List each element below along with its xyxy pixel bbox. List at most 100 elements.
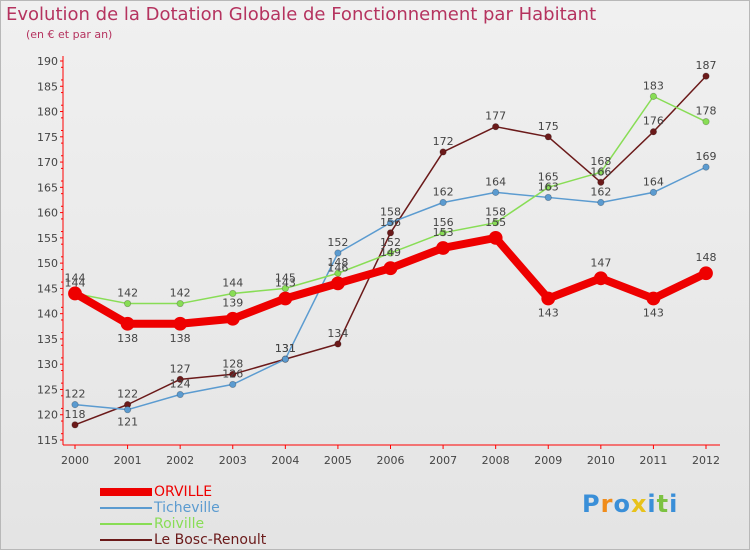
data-label: 152 (380, 236, 401, 249)
logo-letter: r (600, 490, 614, 518)
data-label: 164 (643, 175, 664, 188)
y-tick-label: 180 (37, 106, 58, 119)
data-point (68, 286, 82, 301)
data-point (229, 289, 237, 298)
data-label: 145 (275, 271, 296, 284)
logo-letter: t (656, 490, 670, 518)
data-label: 142 (170, 287, 191, 300)
data-label: 183 (643, 79, 664, 92)
logo-letter: i (647, 490, 657, 518)
y-tick-label: 155 (37, 232, 58, 245)
data-point (597, 178, 605, 186)
legend-item-roiville: Roiville (100, 516, 340, 532)
data-label: 142 (117, 287, 138, 300)
data-point (544, 133, 552, 141)
data-label: 169 (696, 150, 717, 163)
data-label: 163 (538, 180, 559, 193)
data-label: 124 (170, 378, 191, 391)
data-label: 139 (222, 297, 243, 310)
data-label: 127 (170, 362, 191, 375)
data-label: 153 (433, 226, 454, 239)
data-point (229, 370, 237, 378)
data-point (699, 266, 713, 281)
chart-title: Evolution de la Dotation Globale de Fonc… (6, 4, 597, 25)
data-label: 166 (590, 165, 611, 178)
data-point (492, 188, 500, 196)
x-tick-label: 2007 (429, 454, 457, 467)
logo-letter: i (669, 490, 679, 518)
data-label: 143 (275, 277, 296, 290)
data-label: 158 (380, 206, 401, 219)
legend-item-orville: ORVILLE (100, 484, 340, 500)
x-tick-label: 2005 (324, 454, 352, 467)
data-label: 131 (275, 342, 296, 355)
data-label: 143 (538, 307, 559, 320)
data-label: 164 (485, 175, 506, 188)
data-point (488, 230, 503, 245)
legend-label-ticheville: Ticheville (154, 500, 220, 516)
legend-label-le-bosc-renoult: Le Bosc-Renoult (154, 532, 267, 548)
data-label: 168 (590, 155, 611, 168)
data-point (281, 355, 289, 363)
data-point (331, 276, 345, 291)
legend-label-roiville: Roiville (154, 516, 205, 532)
data-point (702, 163, 710, 171)
x-tick-label: 2012 (692, 454, 720, 467)
data-label: 148 (696, 251, 717, 264)
data-label: 128 (222, 357, 243, 370)
data-label: 148 (327, 256, 348, 269)
x-tick-label: 2001 (114, 454, 142, 467)
data-point (225, 311, 240, 326)
data-point (334, 340, 342, 348)
x-tick-label: 2003 (219, 454, 247, 467)
data-point (386, 229, 395, 237)
y-tick-label: 135 (37, 333, 58, 346)
data-label: 138 (170, 332, 191, 345)
y-tick-label: 140 (37, 308, 58, 321)
data-label: 144 (222, 276, 243, 289)
proxiti-logo: Proxiti (582, 490, 678, 518)
y-tick-label: 165 (37, 181, 58, 194)
data-label: 118 (65, 408, 86, 421)
data-label: 126 (222, 367, 243, 380)
data-label: 152 (327, 236, 348, 249)
data-point (334, 249, 342, 257)
data-point (439, 229, 447, 237)
legend: ORVILLE Ticheville Roiville Le Bosc-Reno… (100, 484, 340, 548)
data-point (386, 249, 395, 257)
data-point (593, 271, 608, 286)
data-point (173, 316, 188, 331)
data-point (597, 198, 605, 207)
data-point (176, 375, 184, 383)
data-label: 134 (327, 327, 348, 340)
data-point (176, 299, 184, 308)
y-tick-label: 190 (37, 55, 58, 68)
data-point (71, 401, 79, 409)
data-label: 143 (643, 307, 664, 320)
data-point (278, 291, 293, 306)
legend-swatch-le-bosc-renoult (100, 539, 152, 541)
x-tick-label: 2000 (61, 454, 89, 467)
data-point (702, 72, 710, 80)
data-point (71, 421, 79, 429)
y-tick-label: 170 (37, 156, 58, 169)
y-tick-label: 185 (37, 80, 58, 93)
logo-letter: P (582, 490, 601, 518)
x-tick-label: 2002 (166, 454, 194, 467)
y-tick-label: 125 (37, 383, 58, 396)
legend-swatch-roiville (100, 523, 152, 525)
data-label: 147 (590, 256, 611, 269)
data-label: 122 (65, 388, 86, 401)
data-label: 175 (538, 120, 559, 133)
legend-item-ticheville: Ticheville (100, 500, 340, 516)
data-label: 131 (275, 342, 296, 355)
data-label: 156 (380, 216, 401, 229)
data-point (123, 406, 132, 414)
data-point (492, 219, 500, 227)
legend-label-orville: ORVILLE (154, 484, 213, 500)
y-tick-label: 175 (37, 131, 58, 144)
x-tick-label: 2011 (639, 454, 667, 467)
data-point (646, 291, 661, 306)
x-tick-label: 2006 (377, 454, 405, 467)
